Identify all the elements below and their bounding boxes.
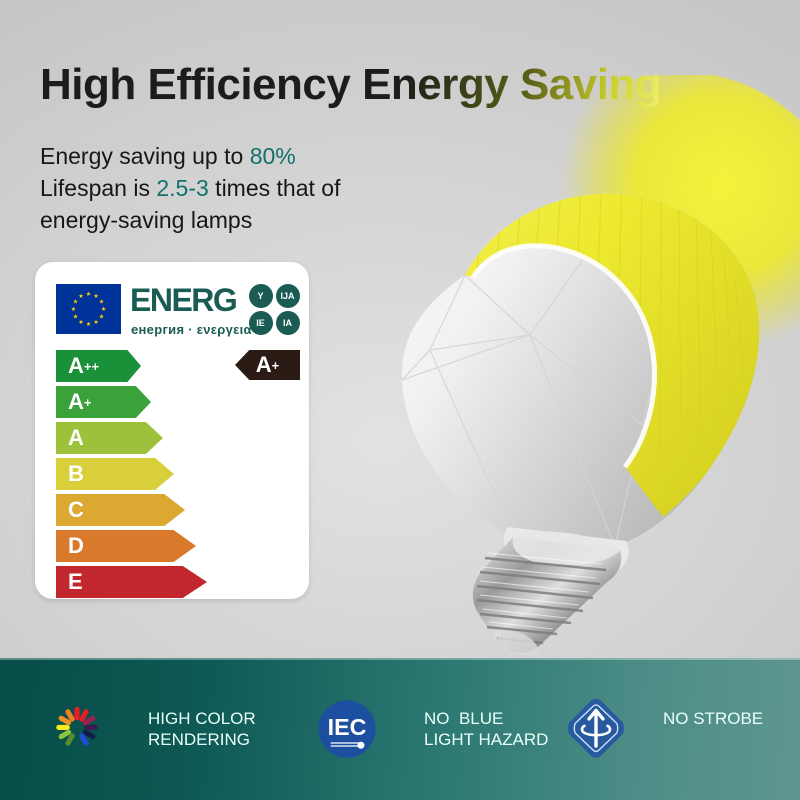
svg-text:IEC: IEC xyxy=(328,714,367,740)
